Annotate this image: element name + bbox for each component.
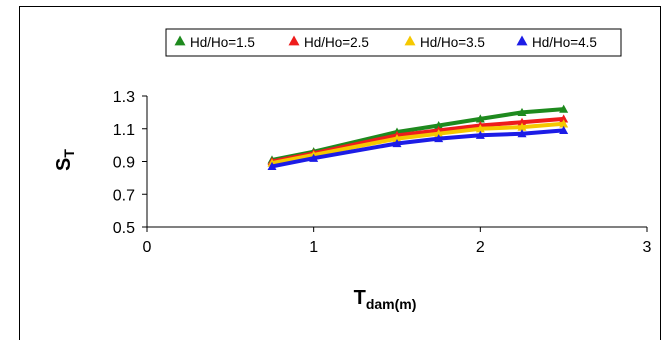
y-axis-title-main: S <box>53 158 75 171</box>
data-point-marker <box>392 138 402 148</box>
data-point-marker <box>475 124 485 133</box>
x-tick-label: 3 <box>643 239 652 256</box>
data-point-marker <box>517 107 527 116</box>
data-point-marker <box>434 129 444 138</box>
axes: 0.5 0.7 0.9 1.1 1.3 0 1 2 3 <box>113 89 652 256</box>
y-tick-label: 1.3 <box>113 89 135 106</box>
y-tick-label: 1.1 <box>113 122 135 139</box>
legend-label: Hd/Ho=4.5 <box>532 35 597 50</box>
legend-box <box>165 28 622 57</box>
y-axis-title-sub: T <box>61 149 77 158</box>
data-point-marker <box>559 119 569 128</box>
data-point-marker <box>517 129 527 138</box>
data-point-marker <box>434 120 444 130</box>
x-tick-label: 0 <box>143 239 152 256</box>
data-point-marker <box>559 125 569 134</box>
data-point-marker <box>267 161 277 171</box>
data-point-marker <box>434 134 444 143</box>
series-layer <box>267 104 569 171</box>
x-tick-label: 1 <box>309 239 318 256</box>
legend-label: Hd/Ho=3.5 <box>420 35 485 50</box>
legend-marker <box>174 35 186 46</box>
data-point-marker <box>517 122 527 131</box>
data-point-marker <box>475 114 485 123</box>
chart-frame <box>19 6 661 340</box>
data-point-marker <box>559 104 569 113</box>
y-tick-label: 0.7 <box>113 187 135 204</box>
legend-marker <box>516 35 528 46</box>
data-point-marker <box>309 153 319 162</box>
legend-label: Hd/Ho=1.5 <box>190 35 255 50</box>
legend-marker <box>288 35 300 46</box>
data-point-marker <box>392 134 402 143</box>
x-tick-label: 2 <box>476 239 485 256</box>
legend-label: Hd/Ho=2.5 <box>304 35 369 50</box>
x-axis-title-main: T <box>354 287 366 309</box>
legend: Hd/Ho=1.5 Hd/Ho=2.5 Hd/Ho=3.5 Hd/Ho=4.5 <box>165 28 622 57</box>
data-point-marker <box>475 130 485 139</box>
series-4 <box>267 125 569 171</box>
legend-marker <box>404 35 416 46</box>
y-tick-label: 0.5 <box>113 220 135 237</box>
data-point-marker <box>517 117 527 126</box>
data-point-marker <box>559 114 569 123</box>
y-axis-title: ST <box>53 149 77 171</box>
x-axis-title: Tdam(m) <box>354 287 417 312</box>
y-tick-label: 0.9 <box>113 155 135 172</box>
x-axis-title-sub: dam(m) <box>366 296 417 312</box>
